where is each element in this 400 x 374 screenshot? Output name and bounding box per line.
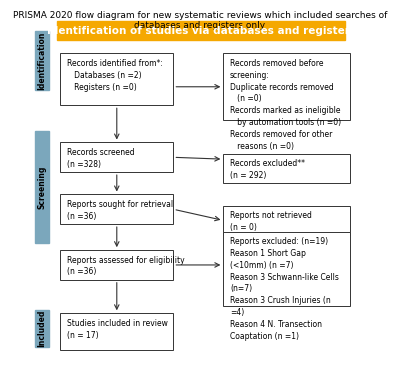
Text: Screening: Screening [37, 165, 46, 209]
FancyBboxPatch shape [60, 194, 173, 224]
Text: Identification: Identification [37, 31, 46, 90]
FancyBboxPatch shape [34, 31, 49, 91]
FancyBboxPatch shape [223, 154, 350, 183]
FancyBboxPatch shape [223, 53, 350, 120]
FancyBboxPatch shape [60, 250, 173, 280]
FancyBboxPatch shape [57, 21, 345, 40]
Text: Records excluded**
(n = 292): Records excluded** (n = 292) [230, 159, 305, 180]
Text: Reports not retrieved
(n = 0): Reports not retrieved (n = 0) [230, 211, 312, 232]
Text: Reports excluded: (n=19)
Reason 1 Short Gap
(<10mm) (n =7)
Reason 3 Schwann-like: Reports excluded: (n=19) Reason 1 Short … [230, 237, 339, 340]
Text: Reports sought for retrieval
(n =36): Reports sought for retrieval (n =36) [67, 200, 173, 221]
FancyBboxPatch shape [34, 310, 49, 347]
Text: Records identified from*:
   Databases (n =2)
   Registers (n =0): Records identified from*: Databases (n =… [67, 59, 163, 92]
Text: Reports assessed for eligibility
(n =36): Reports assessed for eligibility (n =36) [67, 256, 184, 276]
Text: Records screened
(n =328): Records screened (n =328) [67, 148, 134, 169]
FancyBboxPatch shape [60, 142, 173, 172]
Text: Identification of studies via databases and registers: Identification of studies via databases … [47, 26, 356, 36]
FancyBboxPatch shape [60, 53, 173, 105]
Text: Studies included in review
(n = 17): Studies included in review (n = 17) [67, 319, 168, 340]
FancyBboxPatch shape [60, 313, 173, 350]
FancyBboxPatch shape [34, 131, 49, 243]
Text: Included: Included [37, 309, 46, 347]
FancyBboxPatch shape [223, 206, 350, 235]
Text: Records removed before
screening:
Duplicate records removed
   (n =0)
Records ma: Records removed before screening: Duplic… [230, 59, 341, 150]
FancyBboxPatch shape [223, 232, 350, 306]
Text: PRISMA 2020 flow diagram for new systematic reviews which included searches of d: PRISMA 2020 flow diagram for new systema… [13, 11, 387, 30]
